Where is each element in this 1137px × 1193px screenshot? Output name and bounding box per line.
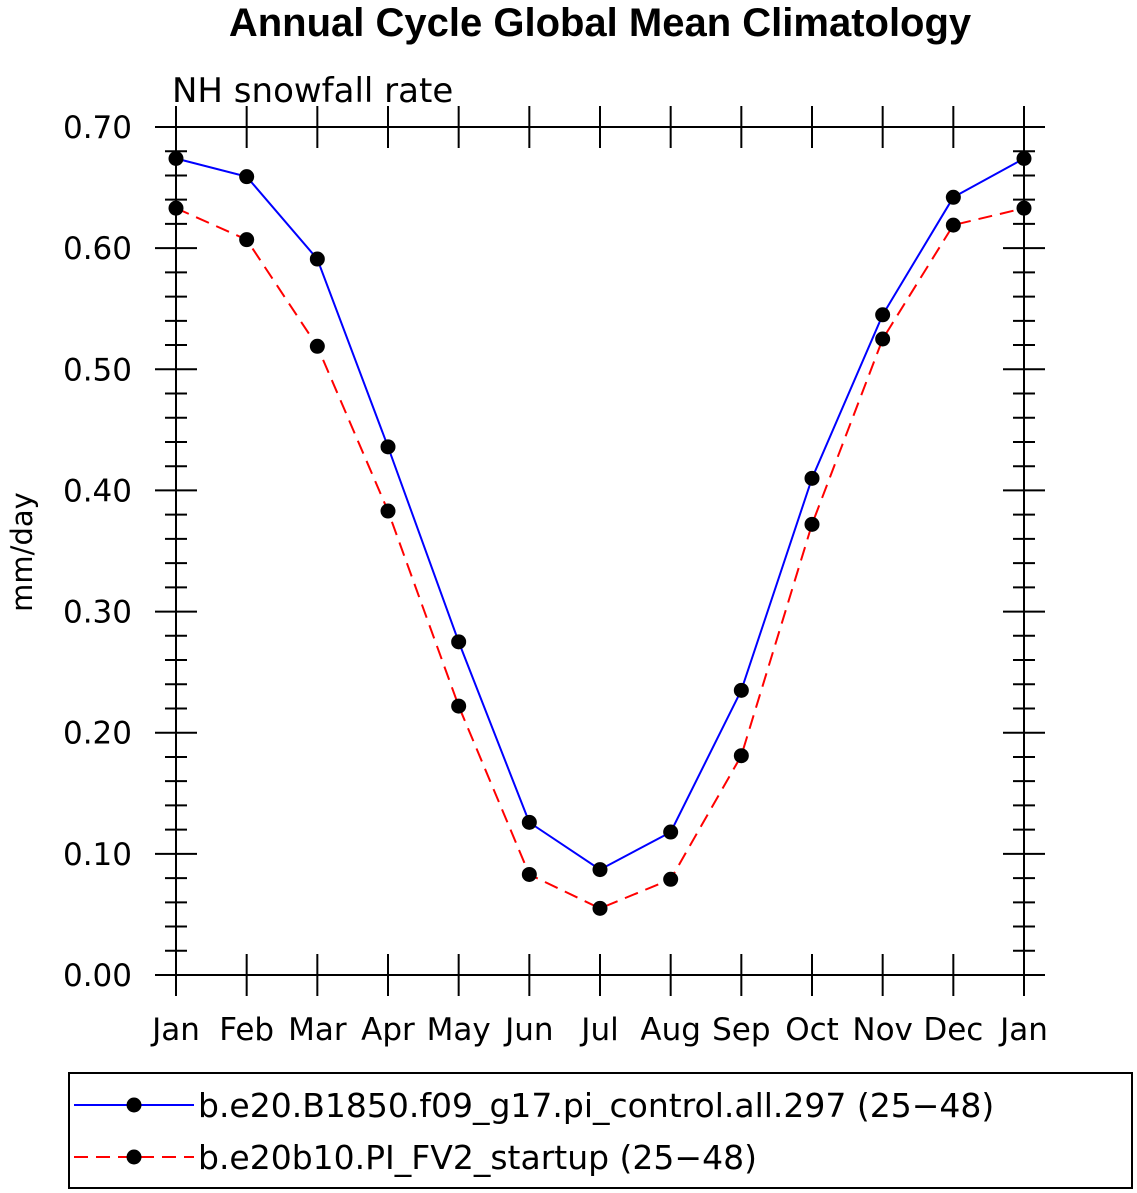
y-tick-label: 0.00 bbox=[63, 958, 132, 994]
series-1-point bbox=[733, 682, 749, 698]
series-1-point bbox=[239, 169, 255, 185]
plot-frame bbox=[175, 126, 1025, 976]
legend-marker-2 bbox=[126, 1149, 142, 1165]
x-axis: Jan Feb Mar Apr May Jun Jul Aug Sep Oct Nov Dec Jan bbox=[150, 106, 1048, 1048]
series-2-point bbox=[309, 338, 325, 354]
series-1-point bbox=[168, 150, 184, 166]
series-1-point bbox=[592, 862, 608, 878]
x-tick-label: Aug bbox=[640, 1012, 701, 1048]
chart-subtitle: NH snowfall rate bbox=[172, 71, 453, 111]
series-2-point bbox=[451, 698, 467, 714]
series-2-point bbox=[945, 217, 961, 233]
y-tick-label: 0.20 bbox=[63, 716, 132, 752]
y-tick-label: 0.30 bbox=[63, 595, 132, 631]
x-tick-label: Jun bbox=[503, 1012, 553, 1048]
legend-box bbox=[68, 1072, 1133, 1189]
x-tick-label: Mar bbox=[288, 1012, 347, 1048]
series-2-point bbox=[521, 866, 537, 882]
series-2-point bbox=[239, 232, 255, 248]
series-2-point bbox=[875, 331, 891, 347]
legend: b.e20.B1850.f09_g17.pi_control.all.297 (… bbox=[68, 1072, 1133, 1189]
y-tick-label: 0.40 bbox=[63, 473, 132, 509]
y-tick-label: 0.10 bbox=[63, 837, 132, 873]
chart-title: Annual Cycle Global Mean Climatology bbox=[229, 1, 972, 45]
y-tick-label: 0.70 bbox=[63, 110, 132, 146]
series-1-point bbox=[309, 251, 325, 267]
x-tick-label: Dec bbox=[923, 1012, 983, 1048]
legend-label-2: b.e20b10.PI_FV2_startup (25−48) bbox=[198, 1138, 757, 1177]
x-tick-label: Jul bbox=[579, 1012, 618, 1048]
series-1-point bbox=[380, 439, 396, 455]
series-2-point bbox=[1016, 200, 1032, 216]
series-1-point bbox=[875, 307, 891, 323]
series-2-point bbox=[804, 516, 820, 532]
series-layer bbox=[168, 150, 1032, 916]
series-2-point bbox=[592, 900, 608, 916]
y-axis: 0.00 0.10 0.20 0.30 0.40 0.50 0.60 0.70 bbox=[63, 110, 1045, 994]
series-line-1 bbox=[175, 157, 1025, 871]
x-tick-label: Oct bbox=[785, 1012, 839, 1048]
x-tick-label: May bbox=[427, 1012, 491, 1048]
series-1-point bbox=[945, 189, 961, 205]
y-axis-label: mm/day bbox=[5, 492, 39, 612]
series-1-point bbox=[451, 634, 467, 650]
series-2-point bbox=[733, 748, 749, 764]
series-2-point bbox=[380, 503, 396, 519]
x-tick-label: Feb bbox=[219, 1012, 274, 1048]
series-1-point bbox=[1016, 150, 1032, 166]
series-1-point bbox=[663, 824, 679, 840]
legend-label-1: b.e20.B1850.f09_g17.pi_control.all.297 (… bbox=[198, 1086, 994, 1125]
series-2-point bbox=[168, 200, 184, 216]
series-line-2 bbox=[175, 207, 1025, 910]
series-2-point bbox=[663, 871, 679, 887]
x-tick-label: Sep bbox=[712, 1012, 770, 1048]
series-1-point bbox=[804, 470, 820, 486]
x-tick-label: Jan bbox=[150, 1012, 200, 1048]
x-tick-label: Apr bbox=[361, 1012, 415, 1048]
y-tick-label: 0.50 bbox=[63, 352, 132, 388]
series-1-point bbox=[521, 814, 537, 830]
x-tick-label: Jan bbox=[998, 1012, 1048, 1048]
y-tick-label: 0.60 bbox=[63, 231, 132, 267]
legend-marker-1 bbox=[126, 1097, 142, 1113]
x-tick-label: Nov bbox=[852, 1012, 913, 1048]
